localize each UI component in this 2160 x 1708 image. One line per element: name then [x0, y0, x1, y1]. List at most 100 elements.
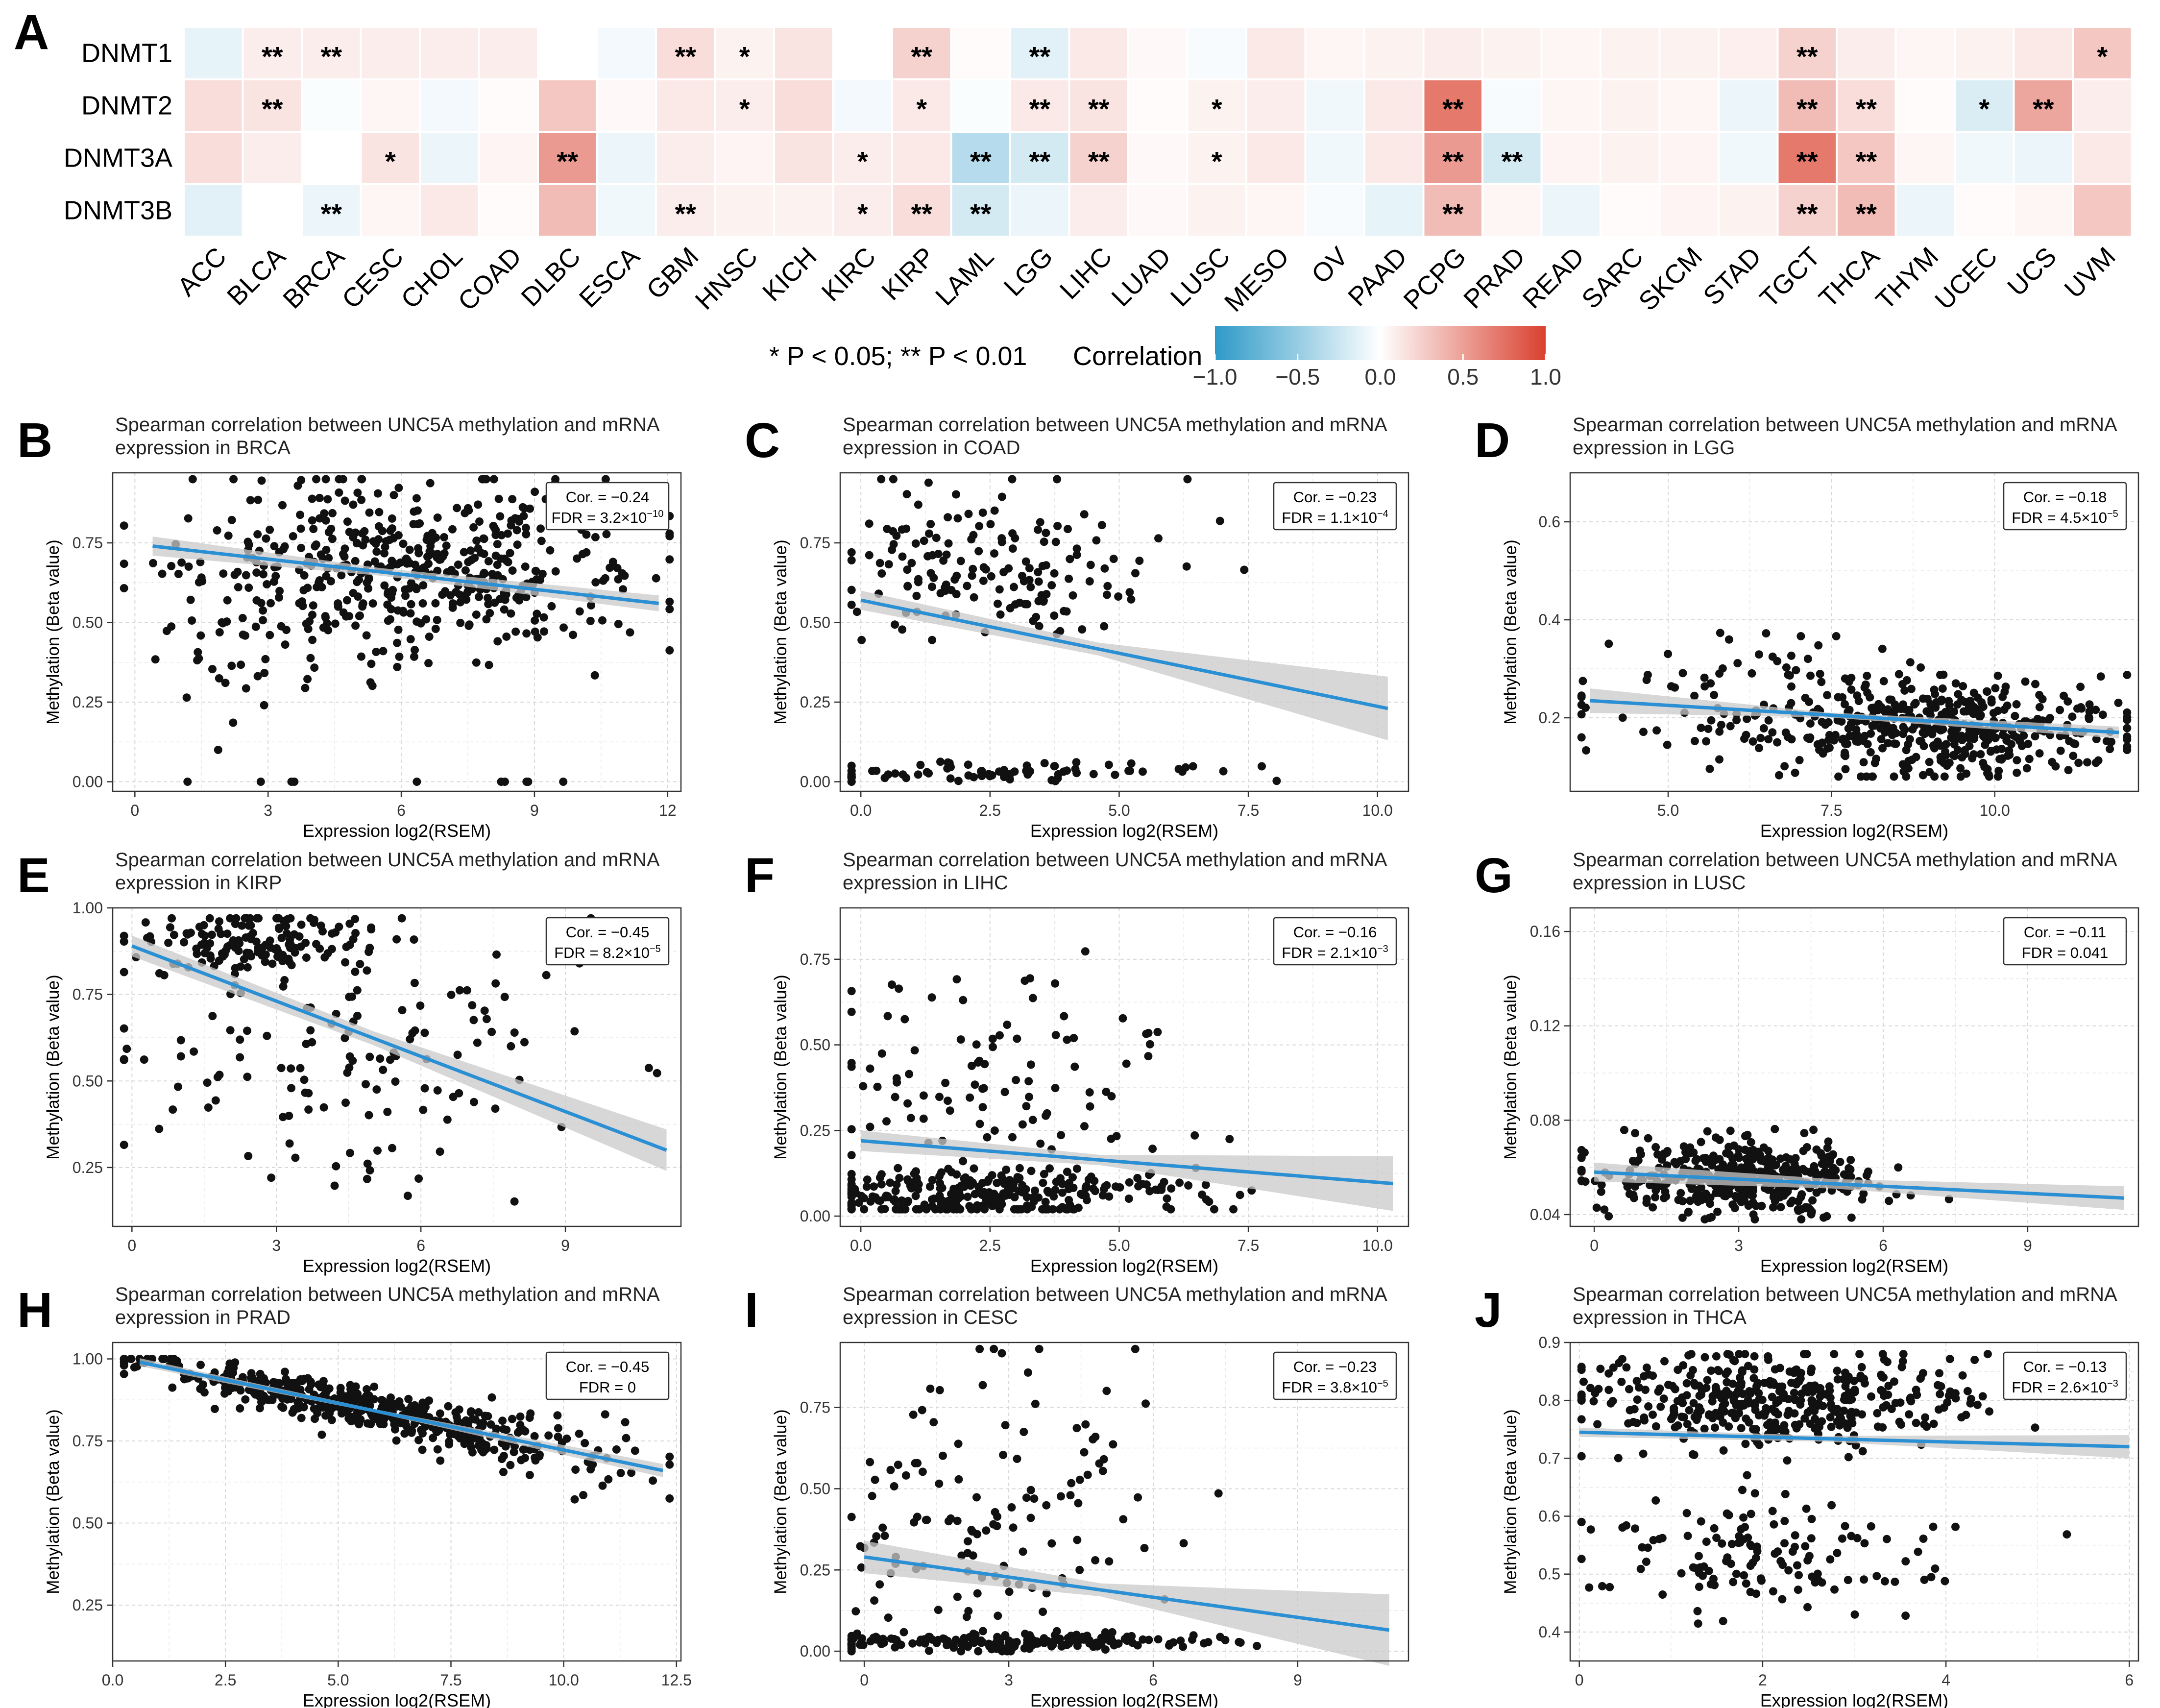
data-point: [331, 619, 340, 628]
data-point: [1697, 1517, 1705, 1526]
data-point: [1015, 1164, 1024, 1172]
data-point: [298, 597, 306, 606]
y-tick-label: 0.25: [800, 693, 830, 711]
data-point: [1746, 1587, 1755, 1596]
data-point: [665, 597, 674, 606]
x-tick-label: 5.0: [1657, 802, 1679, 819]
heatmap-cell: [1011, 185, 1068, 236]
data-point: [1614, 1454, 1623, 1463]
data-point: [309, 601, 317, 610]
data-point: [444, 1402, 453, 1411]
data-point: [971, 1080, 979, 1089]
data-point: [1181, 763, 1190, 772]
heatmap-cell: [1011, 28, 1068, 78]
data-point: [1787, 735, 1796, 744]
data-point: [1652, 726, 1661, 735]
data-point: [1674, 1421, 1682, 1430]
stats-correlation: Cor. = −0.18: [2023, 488, 2107, 506]
heatmap-cell: [893, 28, 950, 78]
data-point: [1577, 1167, 1586, 1176]
data-point: [1711, 1423, 1719, 1432]
data-point: [1272, 777, 1281, 785]
column-label: PCPG: [1398, 242, 1472, 316]
heatmap-cell: [1720, 80, 1777, 131]
stats-fdr: FDR = 1.1×10−4: [1282, 509, 1388, 526]
data-point: [1051, 1031, 1060, 1040]
data-point: [984, 770, 993, 779]
data-point: [1747, 1510, 1755, 1518]
data-point: [1604, 1386, 1613, 1394]
data-point: [297, 543, 306, 552]
heatmap-cell: [834, 80, 891, 131]
data-point: [1726, 1126, 1735, 1135]
data-point: [1026, 583, 1035, 591]
data-point: [1854, 697, 1863, 706]
data-point: [1778, 1166, 1787, 1174]
data-point: [1578, 677, 1587, 685]
column-label: ESCA: [574, 242, 645, 313]
data-point: [1066, 1491, 1075, 1500]
data-point: [1747, 669, 1756, 678]
data-point: [1018, 1188, 1027, 1196]
y-axis-label: Methylation (Beta value): [44, 1409, 63, 1594]
data-point: [1904, 764, 1913, 773]
stats-correlation: Cor. = −0.45: [566, 924, 650, 941]
data-point: [978, 1103, 987, 1112]
data-point: [391, 1425, 399, 1434]
data-point: [447, 990, 456, 999]
data-point: [1116, 1183, 1124, 1192]
data-point: [267, 1173, 276, 1182]
heatmap-cell: [1838, 185, 1895, 236]
data-point: [1072, 758, 1081, 767]
data-point: [252, 568, 261, 577]
data-point: [865, 519, 874, 528]
data-point: [195, 923, 204, 931]
data-point: [1703, 1376, 1712, 1385]
data-point: [218, 619, 227, 628]
data-point: [1008, 1133, 1017, 1142]
data-point: [1641, 1386, 1650, 1394]
data-point: [1833, 1375, 1842, 1384]
data-point: [384, 588, 392, 597]
data-point: [1057, 1131, 1066, 1140]
data-point: [973, 1636, 982, 1645]
data-point: [398, 1006, 407, 1015]
data-point: [1661, 1187, 1670, 1196]
data-point: [411, 646, 419, 655]
data-point: [1022, 766, 1031, 775]
data-point: [1060, 607, 1068, 615]
data-point: [553, 1411, 562, 1420]
data-point: [1752, 1542, 1761, 1551]
data-point: [1880, 1577, 1889, 1586]
row-label: DNMT1: [81, 39, 172, 68]
heatmap-cell: [1365, 185, 1423, 236]
data-point: [1796, 1368, 1805, 1377]
data-point: [478, 475, 486, 484]
data-point: [1824, 1137, 1833, 1146]
data-point: [1633, 1395, 1642, 1404]
panel-letter: E: [17, 848, 50, 903]
x-tick-label: 4: [1942, 1671, 1950, 1689]
data-point: [1205, 1197, 1213, 1206]
data-point: [1775, 771, 1783, 780]
data-point: [939, 556, 948, 565]
data-point: [1973, 693, 1982, 702]
y-tick-label: 0.2: [1539, 709, 1560, 727]
heatmap-cell: [598, 80, 655, 131]
data-point: [220, 1389, 229, 1398]
plot-frame: [112, 907, 682, 1227]
data-point: [1133, 1173, 1142, 1182]
data-point: [233, 567, 242, 576]
data-point: [1092, 536, 1101, 545]
data-point: [1936, 1390, 1944, 1398]
data-point: [1738, 1367, 1747, 1376]
data-point: [2048, 757, 2057, 766]
data-point: [1108, 1628, 1116, 1636]
data-point: [120, 584, 128, 592]
data-point: [261, 950, 270, 959]
data-point: [542, 971, 551, 979]
heatmap-cell: [952, 80, 1009, 131]
data-point: [1688, 1366, 1697, 1374]
data-point: [530, 1432, 539, 1440]
heatmap-cell: [1483, 185, 1541, 236]
